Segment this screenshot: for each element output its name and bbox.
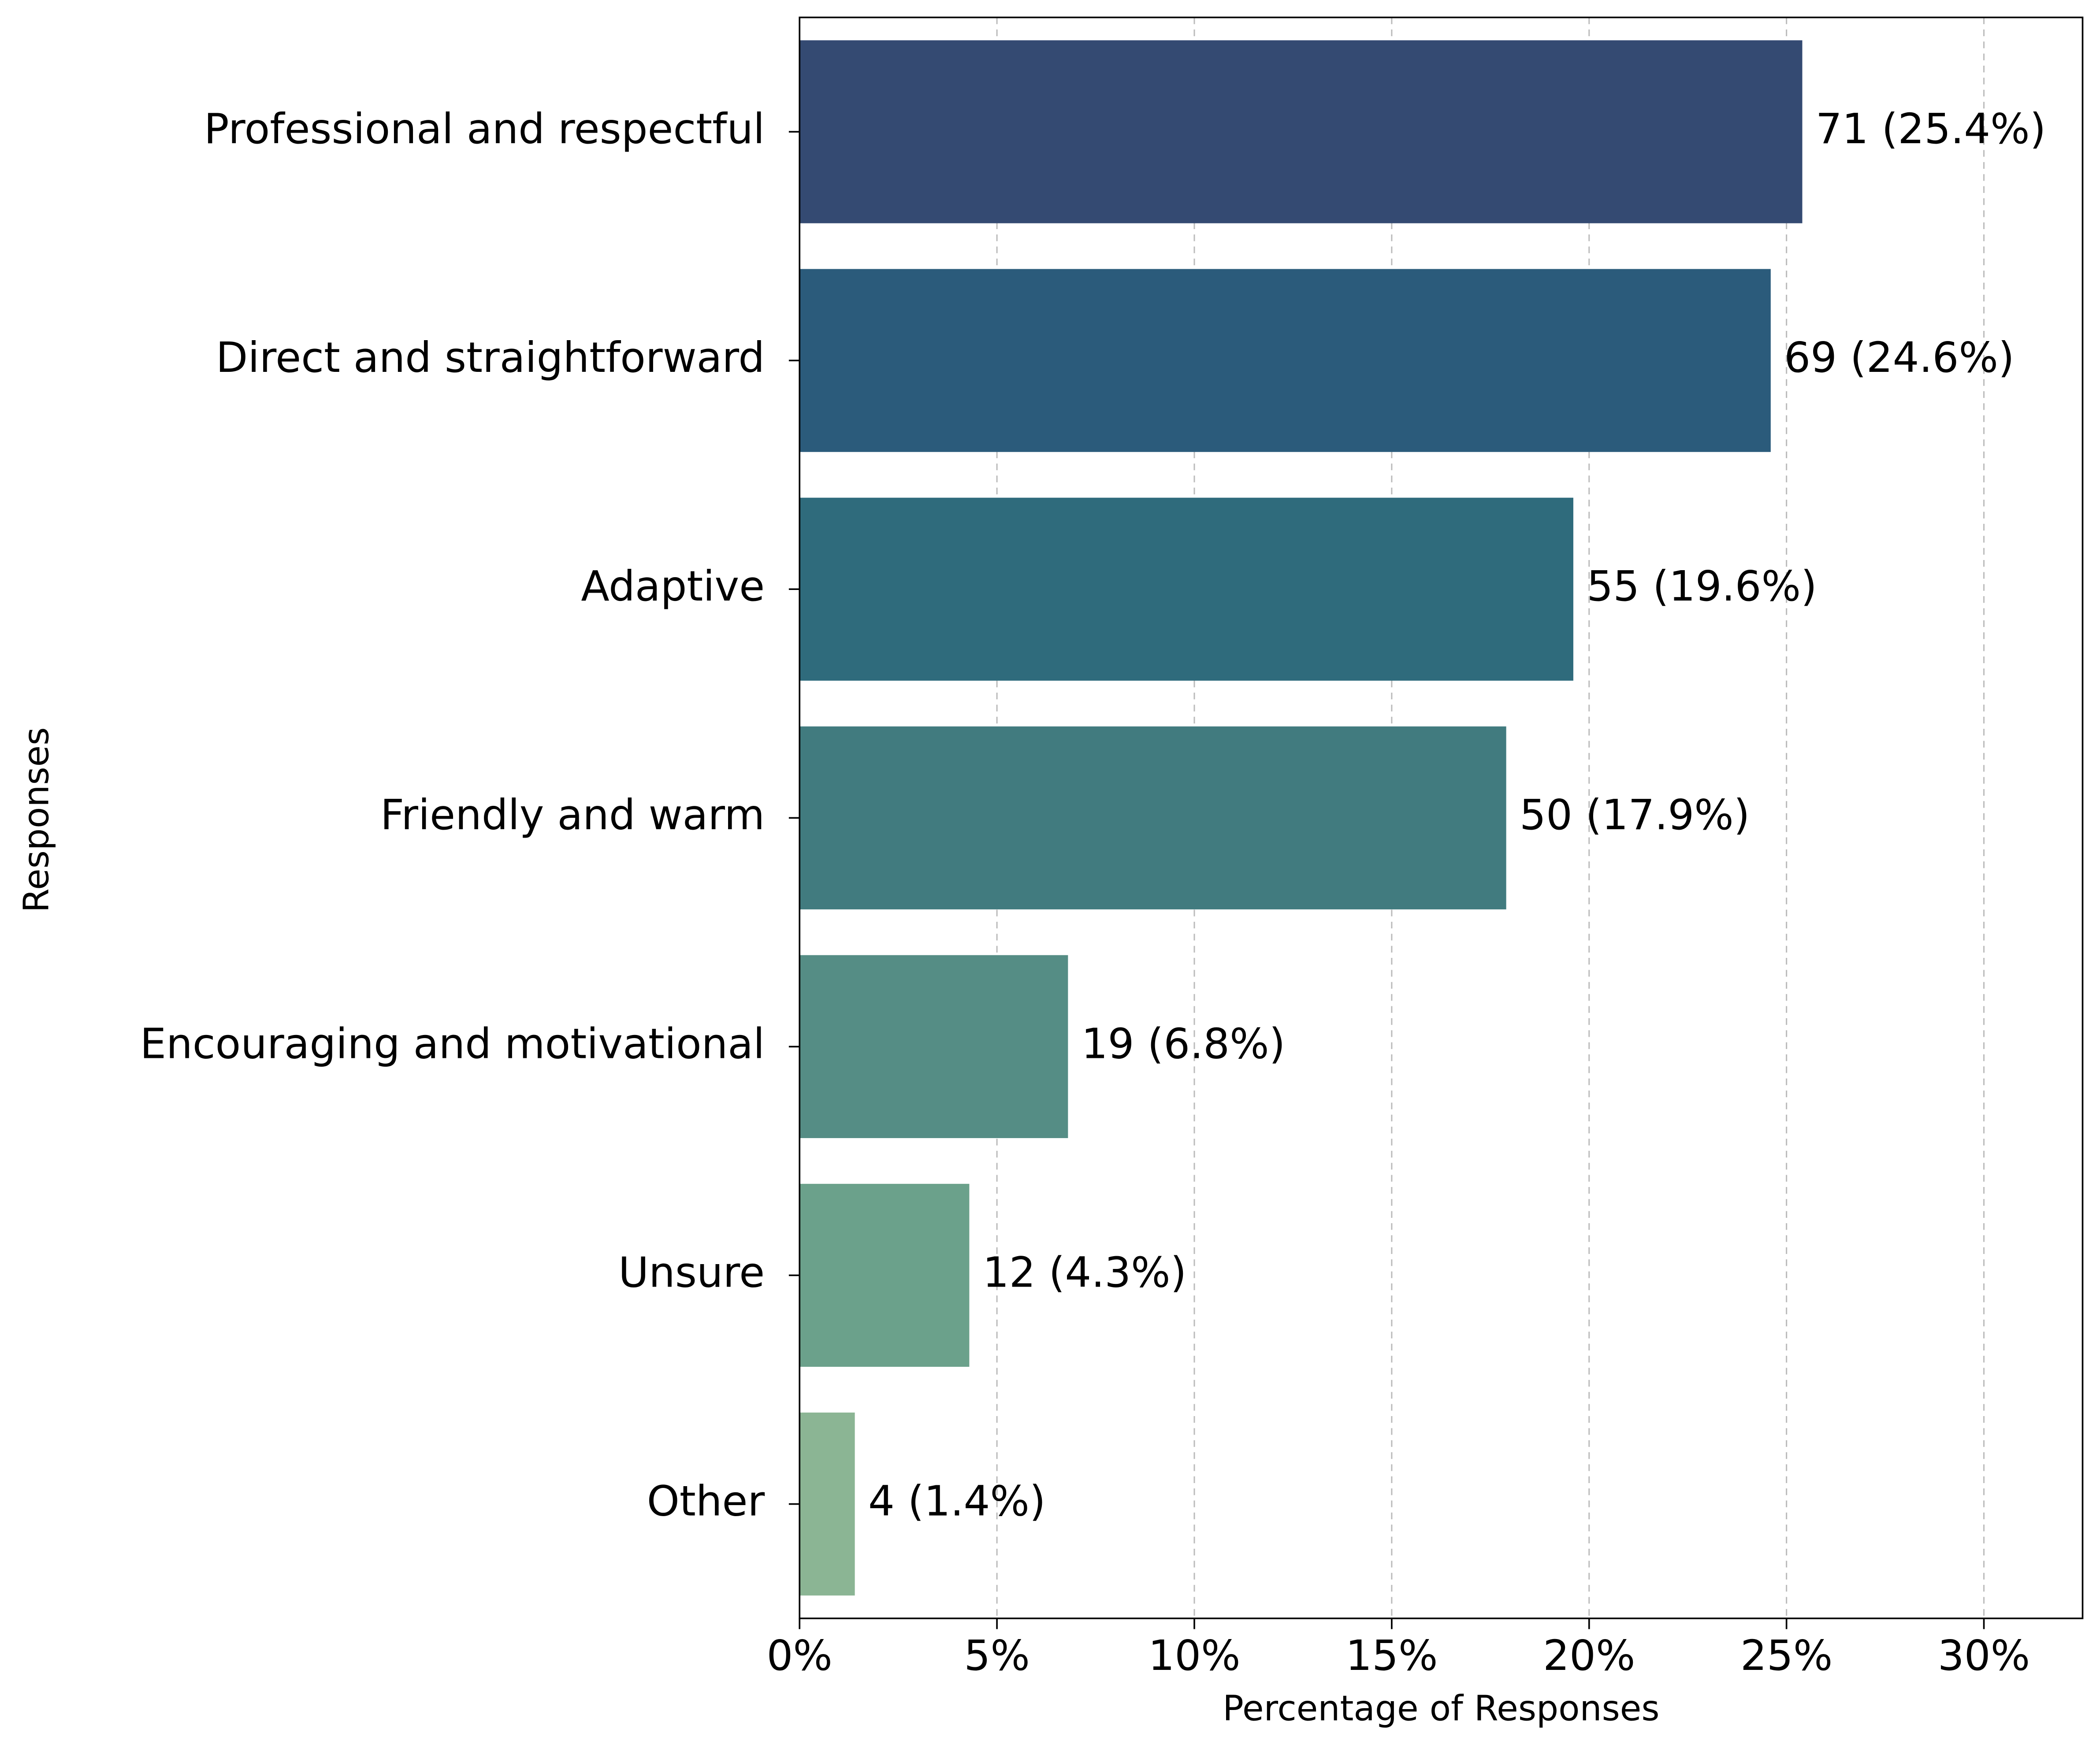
y-tick-label: Adaptive	[581, 563, 765, 611]
x-tick-label: 20%	[1543, 1632, 1635, 1680]
x-tick-label: 30%	[1938, 1632, 2030, 1680]
x-tick-label: 5%	[964, 1632, 1030, 1680]
y-tick-label: Professional and respectful	[204, 105, 765, 153]
bar	[799, 40, 1803, 223]
x-tick-label: 15%	[1345, 1632, 1438, 1680]
value-label: 50 (17.9%)	[1520, 791, 1750, 839]
bar	[799, 955, 1068, 1139]
y-tick-label: Unsure	[618, 1249, 765, 1297]
bar	[799, 726, 1506, 909]
y-tick-label: Encouraging and motivational	[140, 1020, 765, 1068]
bar	[799, 269, 1771, 452]
value-label: 71 (25.4%)	[1816, 105, 2046, 153]
x-tick-label: 25%	[1740, 1632, 1832, 1680]
bar	[799, 497, 1573, 681]
y-tick-label: Friendly and warm	[380, 791, 765, 839]
y-tick-label: Other	[647, 1477, 765, 1525]
y-axis-label: Responses	[16, 727, 57, 912]
value-label: 69 (24.6%)	[1784, 334, 2015, 382]
value-label: 12 (4.3%)	[983, 1249, 1187, 1297]
x-axis-label: Percentage of Responses	[1223, 1688, 1659, 1728]
value-label: 55 (19.6%)	[1587, 563, 1817, 611]
plot-frame	[799, 16, 2084, 1619]
x-tick-label: 10%	[1148, 1632, 1240, 1680]
x-tick-label: 0%	[767, 1632, 833, 1680]
value-label: 19 (6.8%)	[1082, 1020, 1286, 1068]
bar	[799, 1183, 970, 1367]
bar	[799, 1412, 855, 1596]
y-tick-label: Direct and straightforward	[216, 334, 765, 382]
value-label: 4 (1.4%)	[868, 1477, 1046, 1525]
